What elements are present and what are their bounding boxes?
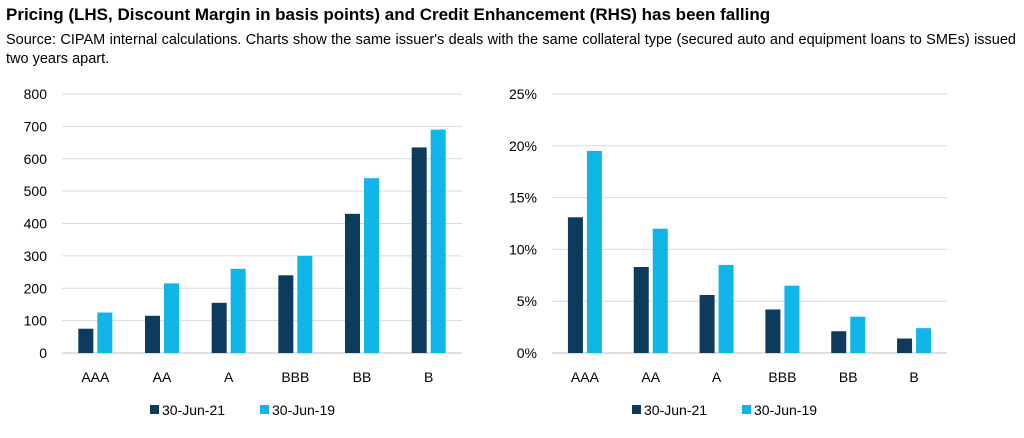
pricing-bar-aaa-2021 <box>78 328 94 353</box>
pricing-legend-swatch-2019 <box>260 405 269 414</box>
pricing-x-tick-label: BB <box>353 369 372 385</box>
ce-x-tick-label: AAA <box>571 369 600 385</box>
ce-x-tick-label: AA <box>641 369 660 385</box>
pricing-x-tick-label: AAA <box>81 369 110 385</box>
pricing-y-tick-label: 800 <box>24 86 48 102</box>
pricing-legend-swatch-2021 <box>150 405 159 414</box>
pricing-bar-b-2019 <box>430 129 446 353</box>
ce-y-tick-label: 0% <box>517 345 537 361</box>
ce-bar-aa-2019 <box>652 228 668 353</box>
pricing-x-tick-label: AA <box>153 369 172 385</box>
ce-bar-bb-2019 <box>850 316 866 353</box>
ce-bar-aaa-2019 <box>586 150 602 353</box>
ce-bar-bb-2021 <box>831 331 847 353</box>
pricing-legend-label-2019: 30-Jun-19 <box>272 402 335 418</box>
ce-y-tick-label: 20% <box>509 138 537 154</box>
ce-bar-aaa-2021 <box>567 217 583 353</box>
ce-bar-a-2019 <box>718 264 734 353</box>
ce-y-tick-label: 25% <box>509 86 537 102</box>
ce-x-tick-label: BB <box>839 369 858 385</box>
pricing-bar-aa-2021 <box>145 315 160 353</box>
pricing-y-tick-label: 400 <box>24 216 48 232</box>
pricing-y-tick-label: 600 <box>24 151 48 167</box>
pricing-x-tick-label: BBB <box>281 369 309 385</box>
ce-legend-swatch-2021 <box>632 405 641 414</box>
pricing-bar-bbb-2019 <box>297 255 313 353</box>
ce-bar-a-2021 <box>699 294 715 353</box>
ce-legend-swatch-2019 <box>742 405 751 414</box>
pricing-y-tick-label: 200 <box>24 280 48 296</box>
ce-bar-bbb-2021 <box>765 309 781 353</box>
ce-x-tick-label: A <box>712 369 722 385</box>
pricing-bar-aa-2019 <box>164 283 179 353</box>
pricing-bar-aaa-2019 <box>97 312 113 353</box>
ce-bar-b-2019 <box>916 328 932 353</box>
pricing-x-tick-label: B <box>424 369 433 385</box>
ce-y-tick-label: 10% <box>509 241 537 257</box>
ce-bar-aa-2021 <box>633 267 649 353</box>
ce-x-tick-label: BBB <box>768 369 796 385</box>
pricing-y-tick-label: 100 <box>24 313 48 329</box>
ce-bar-b-2021 <box>897 338 913 353</box>
pricing-x-tick-label: A <box>224 369 234 385</box>
pricing-legend-label-2021: 30-Jun-21 <box>162 402 225 418</box>
pricing-bar-b-2021 <box>411 147 427 353</box>
page-subtitle: Source: CIPAM internal calculations. Cha… <box>6 32 1016 67</box>
pricing-bar-a-2021 <box>211 302 227 353</box>
ce-x-tick-label: B <box>909 369 918 385</box>
ce-y-tick-label: 15% <box>509 190 537 206</box>
pricing-y-tick-label: 300 <box>24 248 48 264</box>
ce-y-tick-label: 5% <box>517 293 537 309</box>
pricing-bar-bb-2021 <box>345 213 360 353</box>
page-title: Pricing (LHS, Discount Margin in basis p… <box>6 5 771 24</box>
pricing-y-tick-label: 700 <box>24 118 48 134</box>
pricing-bar-a-2019 <box>230 268 246 353</box>
pricing-y-tick-label: 0 <box>39 345 47 361</box>
ce-bar-bbb-2019 <box>784 285 800 353</box>
pricing-bar-bb-2019 <box>364 178 379 353</box>
ce-legend-label-2021: 30-Jun-21 <box>644 402 707 418</box>
ce-legend-label-2019: 30-Jun-19 <box>754 402 817 418</box>
pricing-bar-bbb-2021 <box>278 275 294 353</box>
pricing-y-tick-label: 500 <box>24 183 48 199</box>
